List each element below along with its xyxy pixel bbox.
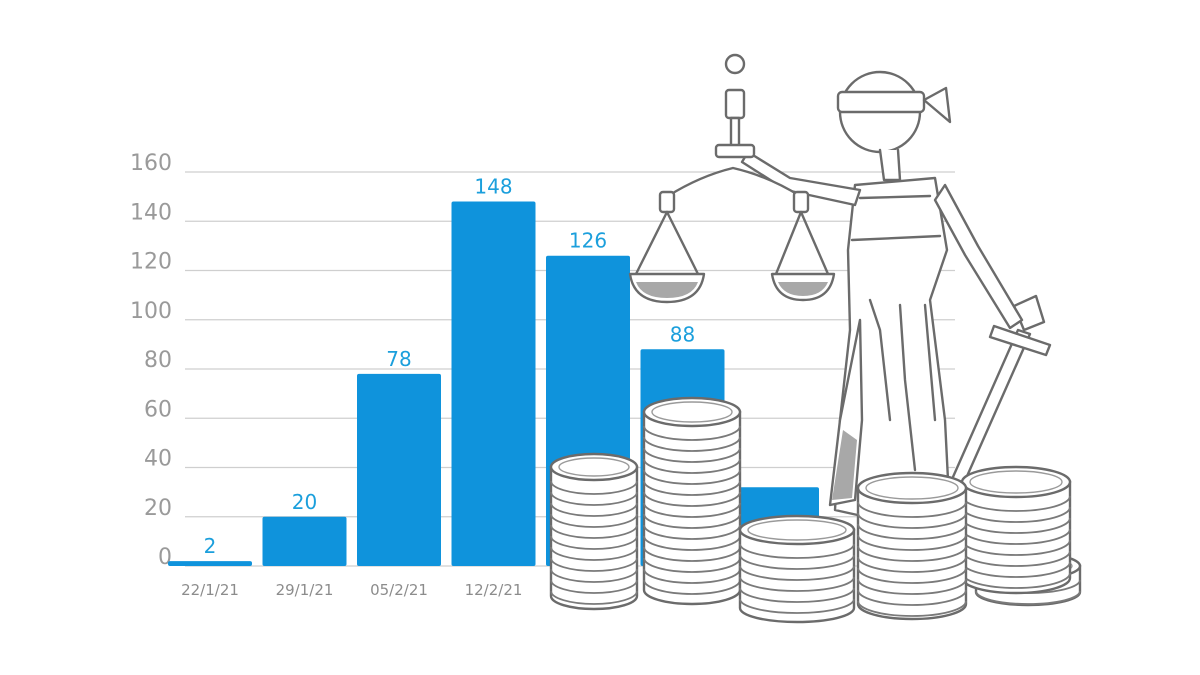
coin-top [642, 396, 742, 428]
lady-justice-illustration [628, 53, 1052, 522]
y-tick-label: 160 [130, 151, 172, 176]
coin-edge [961, 517, 1071, 534]
data-labels: 2 20 78 148 126 88 [204, 175, 696, 559]
coin-edge [961, 506, 1071, 523]
coin-edge [643, 535, 741, 551]
x-tick-label: 05/2/21 [370, 581, 428, 599]
x-tick-label: 12/2/21 [465, 581, 523, 599]
head-icon [836, 70, 952, 182]
coin-edge [550, 546, 638, 561]
coin-edge [550, 535, 638, 550]
data-label: 78 [386, 347, 411, 371]
coin-edge [857, 578, 967, 595]
coin-edge [739, 598, 855, 614]
data-label: 88 [670, 322, 695, 346]
coin-edge [643, 524, 741, 540]
y-axis-ticks: 0 20 40 60 80 100 120 140 160 [130, 151, 172, 570]
coin-stack-short [738, 514, 856, 624]
coin-edge [975, 590, 1081, 605]
coin-edge [857, 589, 967, 606]
coin-edge [550, 491, 638, 506]
coin-edge [550, 480, 638, 495]
y-tick-label: 80 [144, 348, 172, 373]
coin-top [738, 514, 856, 546]
y-tick-label: 120 [130, 250, 172, 275]
y-tick-label: 40 [144, 447, 172, 472]
coin-edge [961, 550, 1071, 567]
bar [357, 373, 441, 566]
coin-edge [739, 565, 855, 581]
x-tick-label: 22/1/21 [181, 581, 239, 599]
data-label: 20 [292, 490, 317, 514]
coin-edge [961, 495, 1071, 512]
coin-rim [651, 401, 733, 423]
coin-edge [643, 579, 741, 595]
coin-edge [643, 557, 741, 573]
coin-edge [739, 576, 855, 592]
y-tick-label: 0 [158, 545, 172, 570]
coin-rim [558, 457, 630, 477]
coin-rim [747, 519, 847, 541]
coin-edge [857, 534, 967, 551]
data-label: 2 [204, 534, 217, 558]
y-tick-label: 140 [130, 200, 172, 225]
coin-edge [643, 436, 741, 452]
coin-edge [550, 524, 638, 539]
coin-edge [961, 528, 1071, 545]
scales-icon [628, 53, 836, 304]
coin-edge [550, 557, 638, 572]
coin-body [738, 528, 856, 624]
x-tick-label: 29/1/21 [276, 581, 334, 599]
coin-stack-tall [642, 396, 742, 606]
coin-edge [739, 587, 855, 603]
coin-edge [643, 469, 741, 485]
coin-edge [857, 567, 967, 584]
coin-edge [643, 425, 741, 441]
coin-stack-mid [856, 471, 968, 621]
coin-edge [643, 480, 741, 496]
coin-edge [857, 501, 967, 518]
y-tick-label: 20 [144, 496, 172, 521]
coin-edge [643, 502, 741, 518]
coin-edge [961, 572, 1071, 589]
coin-edge [550, 590, 638, 605]
coin-edge [961, 539, 1071, 556]
coin-edge [961, 561, 1071, 578]
y-tick-label: 60 [144, 397, 172, 422]
data-label: 148 [474, 175, 512, 199]
coin-edge [739, 554, 855, 570]
bar [451, 201, 536, 567]
coin-edge [857, 523, 967, 540]
coin-rim [865, 476, 959, 500]
coin-stack-left [549, 452, 639, 611]
coin-rim [969, 470, 1063, 494]
coin-edge [550, 568, 638, 583]
coin-edge [857, 545, 967, 562]
data-label: 126 [569, 229, 607, 253]
coin-edge [857, 512, 967, 529]
coin-edge [550, 579, 638, 594]
coin-edge [550, 513, 638, 528]
coin-edge [739, 543, 855, 559]
coin-edge [643, 458, 741, 474]
coin-edge [643, 568, 741, 584]
coin-edge [643, 491, 741, 507]
coin-top [856, 471, 968, 505]
bar [168, 561, 252, 566]
coin-body [856, 486, 968, 621]
coin-stack-right [960, 465, 1072, 595]
coin-edge [643, 513, 741, 529]
sword-icon [947, 294, 1052, 494]
coin-edge [643, 447, 741, 463]
coin-edge [643, 546, 741, 562]
coin-edge [857, 600, 967, 617]
coin-edge [550, 502, 638, 517]
coin-edge [857, 556, 967, 573]
bar [262, 516, 347, 566]
y-tick-label: 100 [130, 299, 172, 324]
coin-stacks-illustration [549, 396, 1082, 624]
